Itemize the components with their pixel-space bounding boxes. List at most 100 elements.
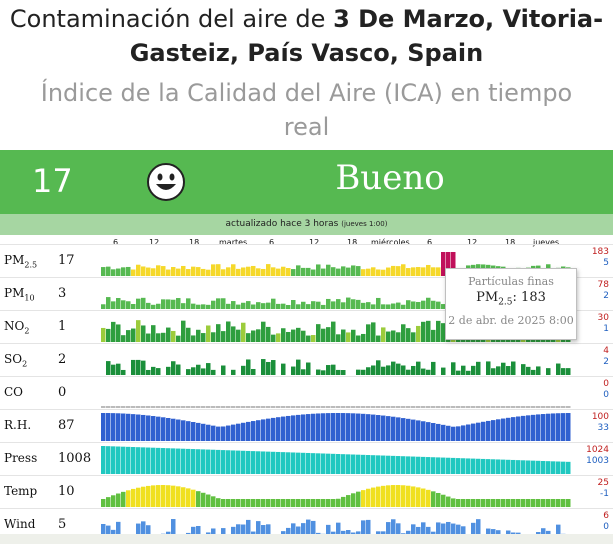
chart-bar xyxy=(501,499,506,507)
chart-bar xyxy=(296,327,301,342)
chart-bar xyxy=(476,406,481,408)
chart-bar xyxy=(156,333,161,342)
chart-bar xyxy=(441,304,446,309)
pollutant-chart[interactable] xyxy=(101,410,571,442)
chart-bar xyxy=(361,269,366,276)
pollutant-name-sub: 10 xyxy=(24,293,35,303)
chart-bar xyxy=(171,406,176,408)
chart-bar xyxy=(566,413,571,441)
chart-bar xyxy=(496,499,501,507)
chart-bar xyxy=(431,329,436,342)
min-max: 183 5 xyxy=(583,247,609,269)
chart-bar xyxy=(186,488,191,507)
chart-bar xyxy=(431,423,436,441)
chart-bar xyxy=(266,524,271,540)
chart-bar xyxy=(341,266,346,276)
chart-bar xyxy=(156,265,161,276)
chart-bar xyxy=(216,264,221,276)
chart-bar xyxy=(326,298,331,309)
chart-bar xyxy=(221,298,226,309)
chart-bar xyxy=(341,406,346,408)
chart-bar xyxy=(286,331,291,342)
chart-bar xyxy=(381,327,386,342)
chart-bar xyxy=(306,335,311,342)
min-max: 78 2 xyxy=(583,280,609,302)
pollutant-row[interactable]: Temp 10 25 -1 xyxy=(0,475,613,508)
pollutant-name-text: Wind xyxy=(4,517,36,531)
chart-bar xyxy=(156,485,161,507)
chart-bar xyxy=(266,302,271,309)
pollutant-name-text: Temp xyxy=(4,484,38,498)
chart-bar xyxy=(116,363,121,375)
chart-bar xyxy=(111,321,116,342)
chart-bar xyxy=(426,406,431,408)
pollutant-row[interactable]: R.H. 87 100 33 xyxy=(0,409,613,442)
chart-bar xyxy=(301,414,306,441)
pollutant-chart[interactable] xyxy=(101,443,571,475)
pollutant-chart[interactable] xyxy=(101,476,571,508)
pollutant-chart[interactable] xyxy=(101,377,571,409)
chart-bar xyxy=(536,414,541,441)
chart-bar xyxy=(461,526,466,540)
chart-bar xyxy=(191,303,196,309)
chart-bar xyxy=(136,523,141,540)
min-value: 1003 xyxy=(586,456,609,466)
pollutant-chart[interactable] xyxy=(101,344,571,376)
chart-bar xyxy=(396,302,401,309)
chart-bar xyxy=(301,369,306,375)
chart-bar xyxy=(206,449,211,474)
chart-bar xyxy=(396,332,401,342)
pollutant-row[interactable]: CO 0 0 0 xyxy=(0,376,613,409)
chart-bar xyxy=(276,406,281,408)
chart-bar xyxy=(321,268,326,276)
chart-bar xyxy=(226,499,231,507)
chart-bar xyxy=(226,425,231,441)
chart-bar xyxy=(396,456,401,474)
tooltip-date: 2 de abr. de 2025 8:00 xyxy=(448,313,574,327)
chart-bar xyxy=(101,304,106,309)
chart-bar xyxy=(121,369,126,375)
chart-bar xyxy=(361,520,366,540)
chart-bar xyxy=(436,522,441,540)
chart-bar xyxy=(101,524,106,540)
chart-bar xyxy=(206,406,211,408)
pollutant-row[interactable]: Press 1008 1024 1003 xyxy=(0,442,613,475)
pollutant-row[interactable]: SO2 2 4 2 xyxy=(0,343,613,376)
chart-bar xyxy=(416,325,421,342)
chart-bar xyxy=(161,485,166,507)
chart-bar xyxy=(181,406,186,408)
chart-bar xyxy=(116,268,121,276)
chart-bar xyxy=(386,406,391,408)
chart-bar xyxy=(201,406,206,408)
chart-bar xyxy=(396,363,401,375)
chart-bar xyxy=(381,269,386,276)
chart-bar xyxy=(376,455,381,474)
chart-bar xyxy=(466,424,471,441)
chart-bar xyxy=(286,304,291,309)
chart-bar xyxy=(421,300,426,309)
chart-bar xyxy=(151,447,156,474)
chart-bar xyxy=(211,332,216,342)
chart-bar xyxy=(546,368,551,375)
chart-bar xyxy=(231,369,236,375)
chart-bar xyxy=(361,302,366,309)
max-value: 1024 xyxy=(586,445,609,455)
axis-label: 6 xyxy=(427,238,433,247)
chart-bar xyxy=(151,485,156,507)
chart-bar xyxy=(351,454,356,474)
chart-bar xyxy=(176,335,181,342)
chart-bar xyxy=(426,264,431,276)
chart-bar xyxy=(121,267,126,276)
chart-bar xyxy=(106,406,111,408)
chart-bar xyxy=(491,368,496,375)
chart-bar xyxy=(416,456,421,474)
chart-bar xyxy=(181,487,186,507)
chart-bar xyxy=(291,329,296,342)
chart-bar xyxy=(226,450,231,474)
chart-bar xyxy=(141,406,146,408)
chart-bar xyxy=(106,297,111,309)
chart-bar xyxy=(336,413,341,441)
axis-label: miércoles xyxy=(371,238,410,247)
pollutant-name-text: R.H. xyxy=(4,418,32,432)
